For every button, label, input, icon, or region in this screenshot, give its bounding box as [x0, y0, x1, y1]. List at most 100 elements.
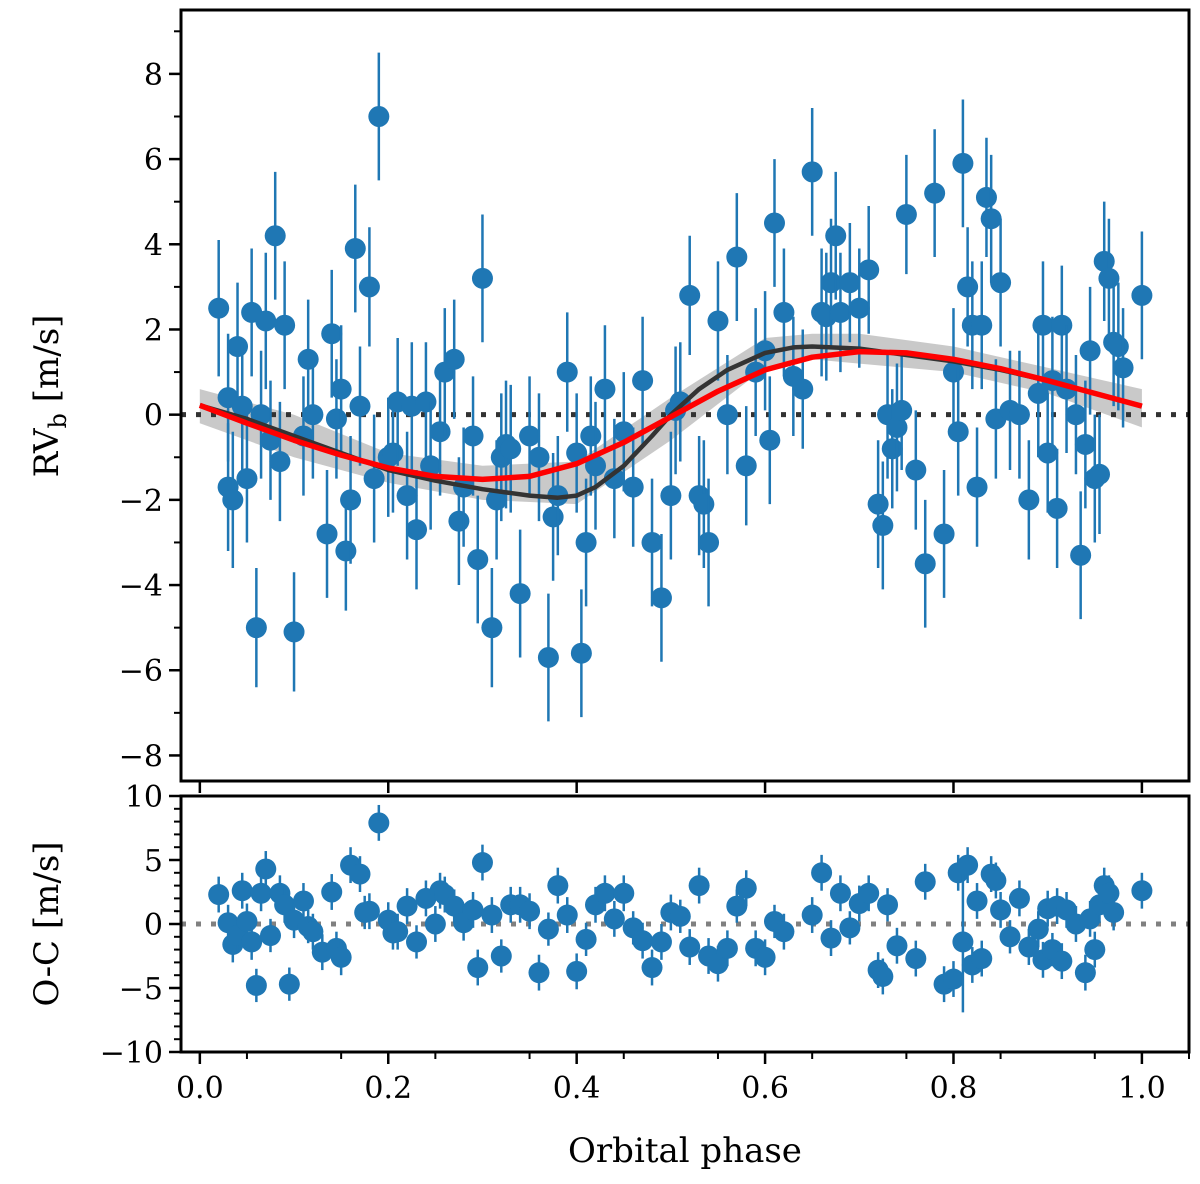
rv-data-point [222, 431, 244, 569]
x-tick-label: 0.6 [741, 1071, 789, 1106]
rv-marker [1070, 544, 1092, 566]
residual-point [679, 929, 701, 965]
rv-data-point [259, 380, 281, 500]
bottom-y-tick-label: −5 [119, 972, 163, 1007]
rv-data-point [217, 423, 239, 551]
residual-point [1008, 880, 1030, 917]
rv-marker [1018, 489, 1040, 511]
rv-marker [321, 323, 343, 345]
x-tick-label: 0.8 [930, 1071, 978, 1106]
residual-point [716, 930, 738, 967]
circular-model-line [198, 348, 1143, 483]
residual-marker [481, 904, 503, 926]
rv-marker [222, 489, 244, 511]
rv-marker [990, 272, 1012, 294]
rv-marker [622, 476, 644, 498]
rv-data-point [1065, 355, 1087, 475]
x-tick-label: 0.2 [364, 1071, 412, 1106]
rv-data-point [1032, 261, 1054, 390]
residual-point [966, 883, 988, 919]
rv-data-point [975, 137, 997, 258]
rv-marker [274, 314, 296, 336]
rv-marker [632, 370, 654, 392]
residual-point [250, 875, 272, 912]
rv-data-point [966, 427, 988, 547]
rv-marker [566, 442, 588, 464]
residual-marker [1074, 962, 1096, 984]
rv-data-point [933, 470, 955, 598]
residual-marker [688, 875, 710, 897]
residual-marker [387, 921, 409, 943]
residual-marker [773, 921, 795, 943]
rv-data-point [1051, 265, 1073, 385]
residual-marker [801, 904, 823, 926]
rv-marker [693, 493, 715, 515]
residual-marker [231, 880, 253, 902]
residual-marker [966, 890, 988, 912]
rv-marker [858, 259, 880, 281]
rv-marker [895, 203, 917, 225]
rv-marker [471, 267, 493, 289]
residual-point [1027, 911, 1049, 948]
residual-marker [669, 905, 691, 927]
rv-data-point [707, 261, 729, 381]
residual-point [952, 871, 974, 1013]
rv-marker [763, 212, 785, 234]
residual-point [971, 940, 993, 977]
residual-marker [985, 869, 1007, 891]
rv-data-point [420, 401, 442, 530]
residual-point [773, 913, 795, 950]
residual-marker [990, 899, 1012, 921]
residual-point [999, 920, 1021, 954]
rv-marker [881, 438, 903, 460]
rv-data-point [241, 248, 263, 377]
rv-data-point [481, 568, 503, 688]
rv-data-point [250, 350, 272, 479]
rv-data-point [236, 414, 258, 543]
top-y-tick-label: 6 [144, 143, 163, 178]
rv-data-point [632, 316, 654, 445]
rv-data-point [716, 355, 738, 475]
rv-data-point [825, 171, 847, 300]
rv-data-point [316, 470, 338, 598]
rv-data-point [349, 346, 371, 466]
residual-point [1103, 894, 1125, 931]
bottom-y-tick-label: 10 [125, 780, 163, 815]
residual-point [669, 899, 691, 933]
rv-data-point [914, 499, 936, 628]
rv-data-point [763, 159, 785, 287]
residual-marker [952, 931, 974, 953]
residual-marker [467, 957, 489, 979]
rv-marker [396, 485, 418, 507]
rv-marker [947, 421, 969, 443]
rv-data-point [1018, 440, 1040, 560]
residual-point [754, 939, 776, 976]
residual-marker [886, 935, 908, 957]
rv-marker [698, 531, 720, 553]
residual-point [321, 874, 343, 910]
residual-marker [650, 931, 672, 953]
residual-point [957, 847, 979, 884]
rv-data-point [566, 393, 588, 513]
rv-data-point [467, 495, 489, 624]
rv-marker [236, 468, 258, 490]
top-ticks-layer: −8 −6 −4 −2 0 2 4 6 8 [119, 30, 1144, 793]
rv-data-point [570, 589, 592, 718]
rv-marker [650, 587, 672, 609]
residual-marker [274, 894, 296, 916]
residual-point [985, 862, 1007, 899]
residual-point [330, 939, 352, 976]
rv-data-point [528, 393, 550, 522]
residual-marker [519, 900, 541, 922]
rv-marker [227, 336, 249, 358]
rv-marker [519, 425, 541, 447]
rv-marker [660, 485, 682, 507]
rv-marker [528, 446, 550, 468]
rv-data-point [1027, 329, 1049, 458]
residual-point [208, 876, 230, 913]
rv-marker [358, 276, 380, 298]
residual-marker [820, 927, 842, 949]
residual-point [387, 913, 409, 950]
residual-marker [208, 884, 230, 906]
residual-point [688, 867, 710, 904]
